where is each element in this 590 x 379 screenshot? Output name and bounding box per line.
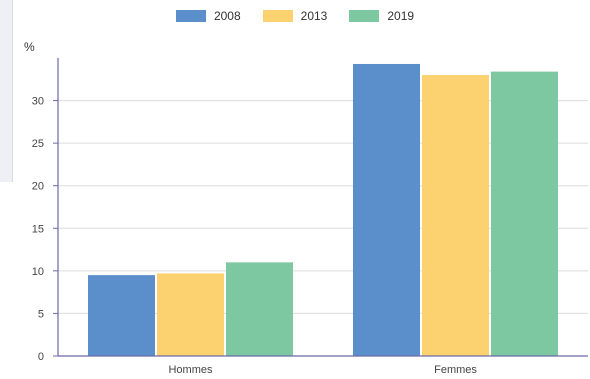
axes: % 0 5 10 15 20 25 30 Hommes Femmes — [24, 40, 588, 376]
y-tick-label-25: 25 — [32, 138, 44, 150]
bar-femmes-2013[interactable] — [422, 75, 489, 357]
legend-swatch-2013 — [262, 10, 293, 22]
y-tick-label-30: 30 — [32, 96, 44, 108]
y-tick-label-15: 15 — [32, 223, 44, 235]
legend-label-2019: 2019 — [387, 9, 415, 23]
x-tick-label-femmes: Femmes — [434, 364, 477, 376]
y-tick-label-5: 5 — [38, 308, 44, 320]
bar-hommes-2019[interactable] — [226, 262, 293, 356]
y-axis-unit-label: % — [24, 40, 35, 54]
legend-swatch-2008 — [175, 10, 206, 22]
chart-legend: 2008 2013 2019 — [0, 9, 590, 23]
x-tick-label-hommes: Hommes — [168, 364, 213, 376]
bar-femmes-2019[interactable] — [491, 71, 558, 356]
y-tick-label-0: 0 — [38, 351, 44, 363]
side-panel — [0, 0, 13, 182]
y-tick-label-20: 20 — [32, 181, 44, 193]
legend-label-2013: 2013 — [300, 9, 328, 23]
legend-item-2019[interactable]: 2019 — [349, 9, 414, 23]
legend-item-2008[interactable]: 2008 — [175, 9, 241, 23]
bar-femmes-2008[interactable] — [353, 63, 420, 357]
legend-swatch-2019 — [349, 10, 380, 22]
bars — [88, 63, 558, 357]
bar-hommes-2013[interactable] — [157, 273, 224, 356]
legend-label-2008: 2008 — [213, 9, 241, 23]
legend-item-2013[interactable]: 2013 — [262, 9, 328, 23]
y-tick-label-10: 10 — [32, 266, 44, 278]
bar-hommes-2008[interactable] — [88, 275, 155, 356]
